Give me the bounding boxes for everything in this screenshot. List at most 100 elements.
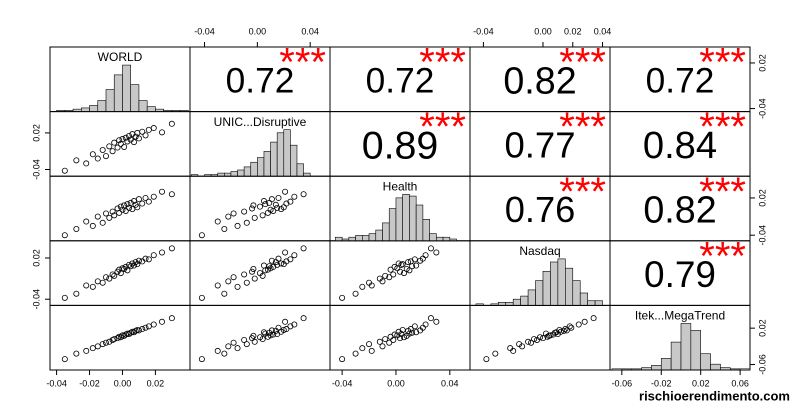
x-tick-label: -0.06: [612, 378, 633, 388]
scatter-point: [150, 125, 157, 132]
scatter-point: [537, 334, 544, 341]
scatter-point: [132, 259, 139, 266]
scatter-point: [395, 260, 402, 267]
significance-stars: ***: [699, 105, 746, 149]
scatter-point: [106, 275, 113, 282]
scatter-point: [274, 331, 281, 338]
significance-stars: ***: [559, 170, 606, 214]
scatter-point: [556, 326, 563, 333]
scatter-point: [275, 194, 282, 201]
scatter-point: [249, 205, 256, 212]
scatter-point: [278, 260, 285, 267]
correlation-value: 0.79: [644, 254, 716, 295]
scatter-point: [121, 265, 128, 272]
significance-stars: ***: [559, 105, 606, 149]
scatter-point: [145, 256, 152, 263]
correlation-value: 0.82: [643, 188, 716, 230]
histogram-bar: [527, 289, 536, 306]
scatter-point: [99, 146, 106, 153]
scatter-point: [145, 198, 152, 205]
scatter-point: [61, 356, 68, 363]
scatter-point: [158, 129, 165, 136]
scatter-point: [250, 265, 257, 272]
y-tick-label: -0.04: [757, 98, 767, 119]
scatter-point: [256, 203, 263, 210]
scatter-point: [116, 137, 123, 144]
x-tick-label: 0.00: [387, 378, 405, 388]
scatter-point: [99, 341, 106, 348]
scatter-point: [111, 272, 118, 279]
histogram-bar: [113, 74, 123, 112]
scatter-point: [407, 326, 414, 333]
correlation-value: 0.77: [505, 125, 576, 166]
scatter-point: [135, 257, 142, 264]
histogram-bar: [422, 219, 430, 242]
scatter-point: [73, 225, 80, 232]
scatter-point: [275, 324, 282, 331]
scatter-point: [492, 350, 499, 357]
scatter-point: [241, 336, 248, 343]
scatter-point: [406, 267, 413, 274]
scatter-point: [395, 328, 402, 335]
scatter-point: [103, 153, 110, 160]
scatter-point: [132, 133, 139, 140]
histogram-bar: [594, 300, 603, 306]
correlation-value: 0.76: [505, 189, 576, 230]
y-tick-label: 0.02: [757, 319, 767, 337]
histogram-bar: [355, 235, 363, 242]
histogram-bar: [250, 161, 258, 177]
scatter-point: [366, 341, 373, 348]
scatter-point: [525, 338, 532, 345]
histogram-bar: [429, 233, 437, 242]
histogram-bar: [362, 235, 370, 242]
scatter-point: [563, 327, 570, 334]
histogram-bar: [651, 365, 662, 371]
histogram-bar: [105, 89, 115, 112]
scatter-point: [221, 350, 228, 357]
scatter-point: [106, 214, 113, 221]
scatter-point: [230, 210, 237, 217]
correlation-value: 0.89: [362, 123, 439, 167]
scatter-point: [391, 263, 398, 270]
scatter-point: [272, 201, 279, 208]
x-tick-label: 0.04: [301, 26, 319, 36]
scatter-point: [283, 326, 290, 333]
scatter-point: [544, 333, 551, 340]
scatter-point: [259, 212, 266, 219]
scatter-point: [260, 262, 267, 269]
scatter-point: [225, 343, 232, 350]
scatter-point: [566, 323, 573, 330]
scatter-point: [391, 331, 398, 338]
scatter-point: [130, 139, 137, 146]
scatter-point: [121, 202, 128, 209]
scatter-point: [366, 279, 373, 286]
histogram-bar: [375, 229, 383, 242]
histogram-bar: [436, 236, 444, 242]
scatter-point: [119, 136, 126, 143]
scatter-point: [117, 203, 124, 210]
significance-stars: ***: [699, 41, 746, 85]
scatter-point: [94, 155, 101, 162]
scatter-point: [250, 202, 257, 209]
histogram-bar: [542, 270, 551, 306]
scatter-point: [111, 212, 118, 219]
scatter-point: [270, 207, 277, 214]
scatter-point: [225, 213, 232, 220]
histogram-bar: [335, 236, 343, 242]
scatter-point: [399, 261, 406, 268]
scatter-point: [241, 208, 248, 215]
x-tick-label: 0.04: [441, 378, 459, 388]
variable-name: Nasdaq: [519, 244, 560, 258]
scatter-point: [234, 345, 241, 352]
x-tick-label: -0.04: [194, 26, 215, 36]
scatter-point: [122, 207, 129, 214]
scatter-point: [139, 200, 146, 207]
x-tick-label: 0.02: [147, 378, 165, 388]
scatter-point: [234, 222, 241, 229]
scatter-point: [124, 201, 131, 208]
histogram-bar: [348, 236, 356, 242]
scatter-point: [260, 329, 267, 336]
scatter-point: [124, 267, 131, 274]
scatter-point: [256, 334, 263, 341]
scatter-point: [168, 245, 175, 252]
